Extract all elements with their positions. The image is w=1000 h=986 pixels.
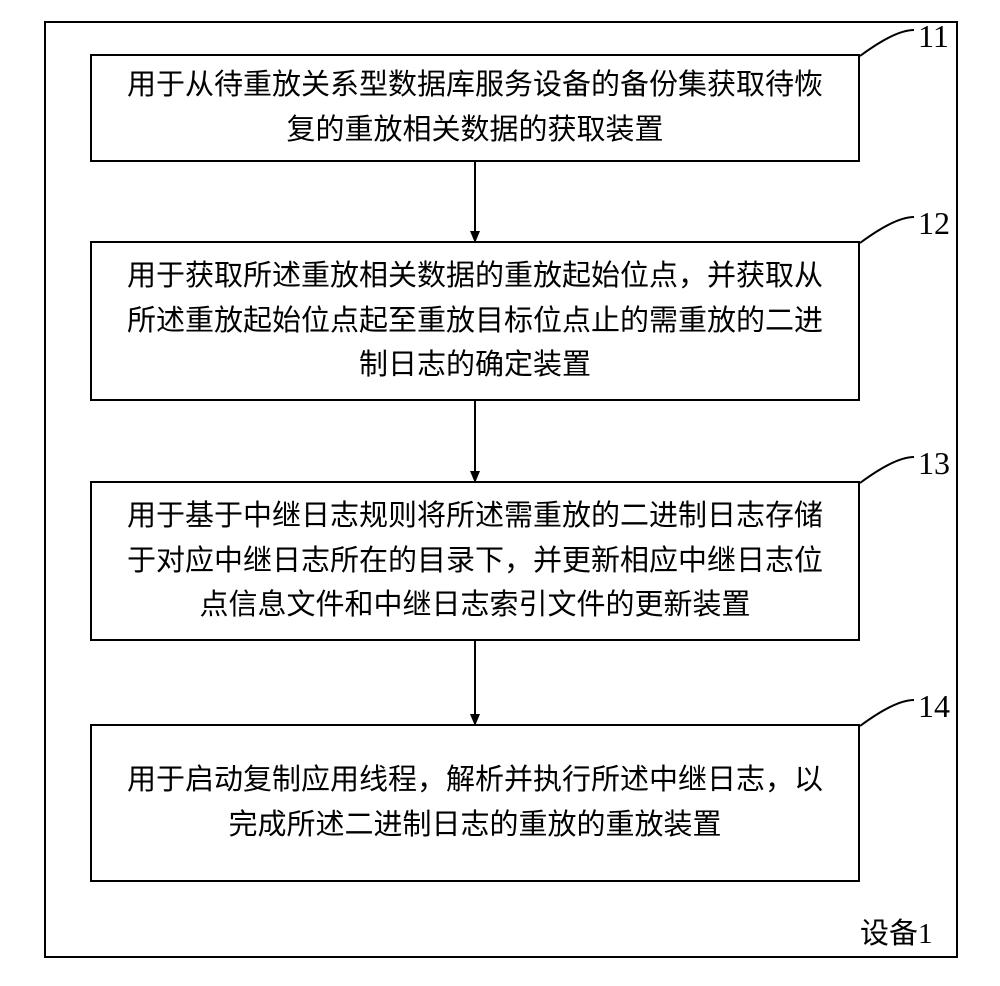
device-label: 设备1 [860,910,933,952]
flow-node-text: 用于从待重放关系型数据库服务设备的备份集获取待恢复的重放相关数据的获取装置 [116,63,834,153]
flow-node: 用于获取所述重放相关数据的重放起始位点，并获取从所述重放起始位点起至重放目标位点… [90,241,860,401]
node-number-label: 12 [918,205,950,242]
node-number-label: 11 [918,18,949,55]
flow-node: 用于基于中继日志规则将所述需重放的二进制日志存储于对应中继日志所在的目录下，并更… [90,481,860,641]
node-number-label: 14 [918,688,950,725]
flow-node-text: 用于启动复制应用线程，解析并执行所述中继日志，以完成所述二进制日志的重放的重放装… [116,758,834,848]
flow-node-text: 用于基于中继日志规则将所述需重放的二进制日志存储于对应中继日志所在的目录下，并更… [116,494,834,629]
diagram-canvas: 用于从待重放关系型数据库服务设备的备份集获取待恢复的重放相关数据的获取装置 11 用… [0,0,1000,986]
flow-node: 用于启动复制应用线程，解析并执行所述中继日志，以完成所述二进制日志的重放的重放装… [90,724,860,882]
node-number-label: 13 [918,445,950,482]
flow-node: 用于从待重放关系型数据库服务设备的备份集获取待恢复的重放相关数据的获取装置 [90,54,860,162]
flow-node-text: 用于获取所述重放相关数据的重放起始位点，并获取从所述重放起始位点起至重放目标位点… [116,254,834,389]
